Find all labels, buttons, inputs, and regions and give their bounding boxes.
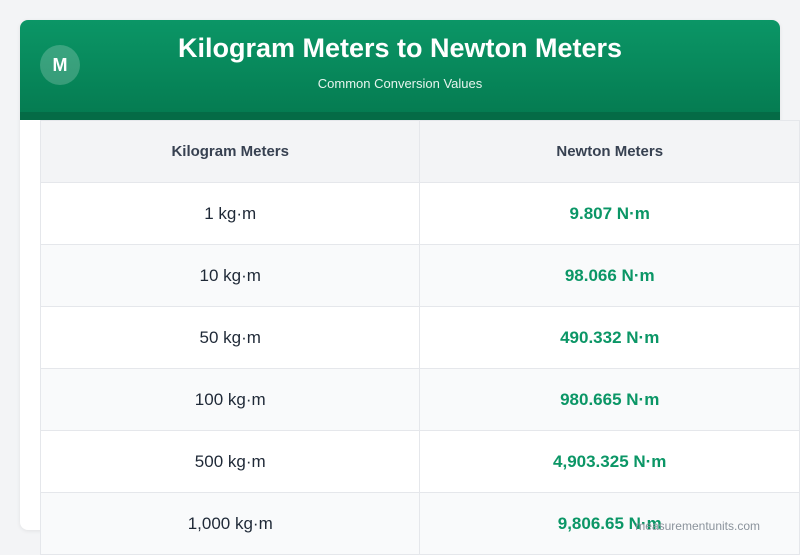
kg-value-cell: 1,000 kg·m	[39, 492, 421, 555]
nm-value-cell: 9.807 N·m	[419, 182, 800, 245]
nm-value-cell: 98.066 N·m	[419, 244, 800, 307]
nm-value-cell: 4,903.325 N·m	[419, 430, 800, 493]
header-banner	[20, 20, 780, 120]
column-header-newton-meters: Newton Meters	[419, 120, 800, 183]
logo-letter: M	[52, 54, 68, 75]
kg-value-cell: 500 kg·m	[39, 430, 421, 493]
nm-value-cell: 980.665 N·m	[419, 368, 800, 431]
page-title: Kilogram Meters to Newton Meters	[177, 33, 623, 63]
logo-badge: M	[40, 45, 80, 85]
table-row: 100 kg·m 980.665 N·m	[39, 368, 800, 431]
table-header-row: Kilogram Meters Newton Meters	[39, 120, 800, 183]
kg-value-cell: 100 kg·m	[39, 368, 421, 431]
table-row: 1 kg·m 9.807 N·m	[39, 182, 800, 245]
table-row: 50 kg·m 490.332 N·m	[39, 306, 800, 369]
nm-value-cell: 9,806.65 N·m	[419, 492, 800, 555]
kg-value-cell: 1 kg·m	[39, 182, 421, 245]
header-strip	[20, 112, 780, 120]
table-row: 500 kg·m 4,903.325 N·m	[39, 430, 800, 493]
table-row: 10 kg·m 98.066 N·m	[39, 244, 800, 307]
nm-value-cell: 490.332 N·m	[419, 306, 800, 369]
kg-value-cell: 10 kg·m	[39, 244, 421, 307]
site-watermark: measurementunits.com	[635, 519, 760, 533]
column-header-kilogram-meters: Kilogram Meters	[39, 120, 421, 183]
table-row: 1,000 kg·m 9,806.65 N·m	[39, 492, 800, 555]
conversion-table: Kilogram Meters Newton Meters 1 kg·m 9.8…	[39, 120, 800, 555]
kg-value-cell: 50 kg·m	[39, 306, 421, 369]
page-subtitle: Common Conversion Values	[317, 76, 483, 91]
